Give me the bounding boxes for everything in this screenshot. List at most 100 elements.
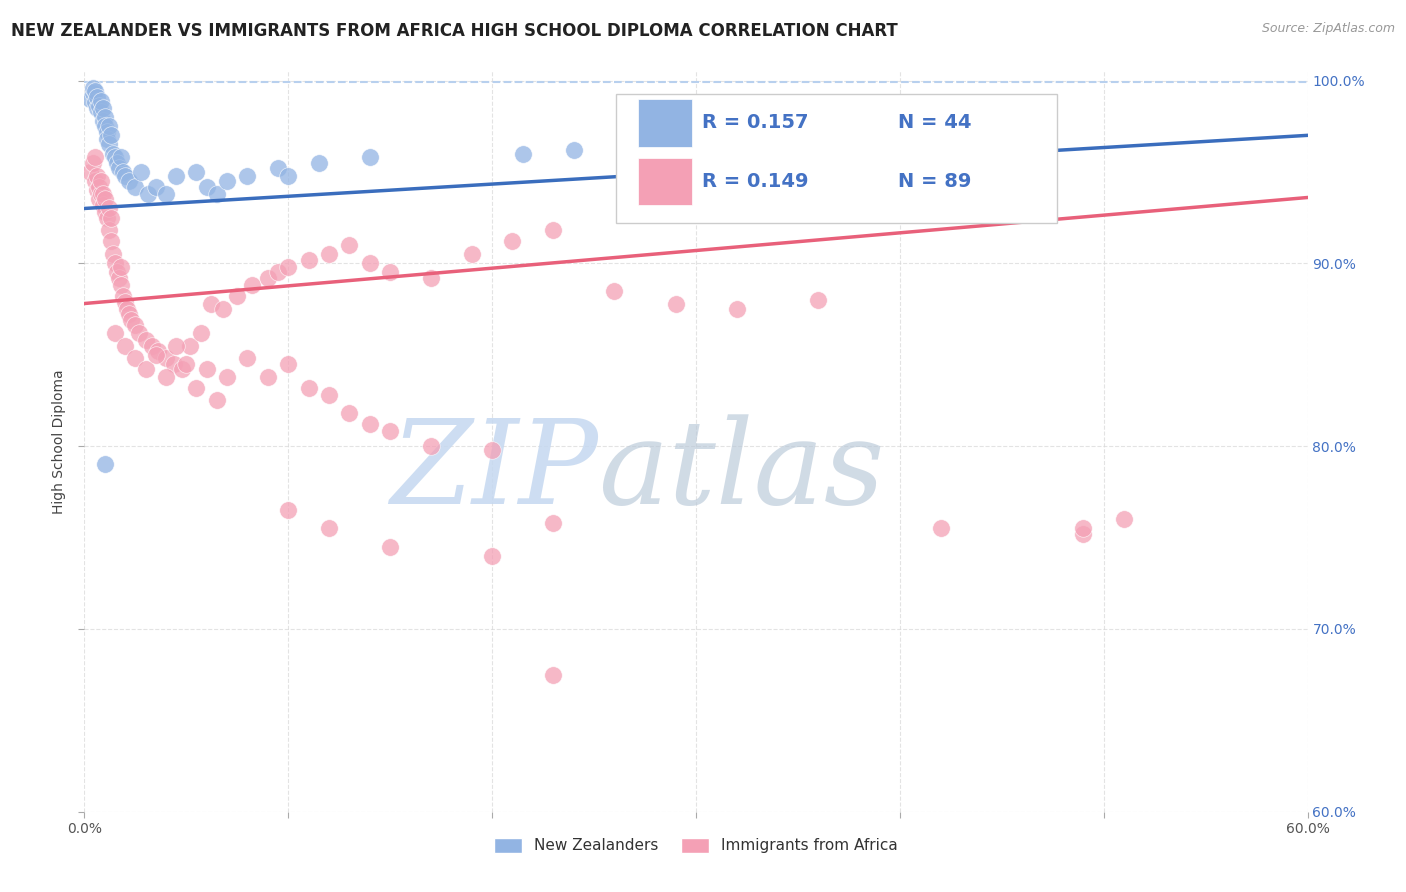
Point — [318, 521, 340, 535]
Point — [79, 92, 101, 106]
Point — [101, 247, 124, 261]
Point — [205, 186, 228, 201]
Text: NEW ZEALANDER VS IMMIGRANTS FROM AFRICA HIGH SCHOOL DIPLOMA CORRELATION CHART: NEW ZEALANDER VS IMMIGRANTS FROM AFRICA … — [11, 22, 898, 40]
Point — [86, 101, 108, 115]
Point — [481, 442, 503, 457]
Point — [93, 192, 115, 206]
Point — [105, 265, 128, 279]
Point — [502, 235, 524, 249]
Point — [380, 540, 402, 554]
Point — [543, 516, 565, 530]
Point — [217, 174, 239, 188]
FancyBboxPatch shape — [616, 94, 1057, 223]
Point — [90, 94, 112, 108]
Point — [420, 271, 443, 285]
Text: atlas: atlas — [598, 414, 884, 529]
Point — [115, 301, 138, 316]
Point — [174, 357, 197, 371]
Point — [1073, 526, 1095, 541]
Point — [195, 179, 218, 194]
Point — [82, 80, 104, 95]
Point — [100, 235, 122, 249]
Point — [277, 169, 299, 183]
Point — [277, 357, 299, 371]
Point — [145, 179, 167, 194]
Point — [83, 95, 105, 110]
Point — [1114, 512, 1136, 526]
Point — [86, 90, 108, 104]
Point — [141, 338, 163, 352]
Point — [100, 211, 122, 225]
Point — [257, 369, 280, 384]
Point — [212, 301, 235, 316]
Point — [87, 192, 110, 206]
Point — [165, 169, 187, 183]
Point — [82, 155, 104, 169]
Point — [91, 113, 114, 128]
Point — [512, 146, 534, 161]
Point — [118, 174, 141, 188]
Point — [90, 186, 112, 201]
Point — [186, 165, 208, 179]
Point — [124, 351, 146, 366]
Point — [165, 338, 187, 352]
Point — [136, 186, 159, 201]
Point — [112, 165, 135, 179]
Point — [190, 326, 212, 340]
Point — [101, 146, 124, 161]
Point — [87, 179, 110, 194]
Point — [112, 289, 135, 303]
Point — [83, 85, 105, 99]
Point — [195, 362, 218, 376]
Text: R = 0.157: R = 0.157 — [702, 113, 808, 132]
Point — [97, 202, 120, 216]
Point — [114, 169, 136, 183]
Point — [359, 150, 381, 164]
Point — [267, 265, 290, 279]
Point — [110, 278, 132, 293]
Point — [543, 223, 565, 237]
Point — [298, 252, 321, 267]
Point — [461, 247, 484, 261]
Point — [135, 362, 157, 376]
Point — [359, 256, 381, 270]
Point — [97, 137, 120, 152]
Point — [155, 351, 177, 366]
Point — [110, 260, 132, 274]
Point — [83, 150, 105, 164]
Point — [105, 155, 128, 169]
Point — [96, 132, 118, 146]
Point — [91, 101, 114, 115]
Point — [359, 417, 381, 432]
Point — [93, 458, 115, 472]
Point — [90, 104, 112, 119]
Point — [318, 388, 340, 402]
Point — [91, 198, 114, 212]
Point — [110, 150, 132, 164]
Point — [267, 161, 290, 176]
Point — [93, 119, 115, 133]
Point — [172, 362, 194, 376]
Point — [186, 381, 208, 395]
Point — [96, 211, 118, 225]
Point — [93, 110, 115, 124]
Point — [128, 326, 150, 340]
Point — [124, 318, 146, 333]
Point — [226, 289, 249, 303]
Point — [339, 238, 361, 252]
Point — [308, 155, 330, 169]
Point — [104, 256, 127, 270]
Point — [155, 369, 177, 384]
Point — [807, 293, 830, 307]
Point — [380, 265, 402, 279]
Text: ZIP: ZIP — [389, 414, 598, 529]
Point — [200, 296, 222, 310]
Point — [380, 425, 402, 439]
Point — [104, 150, 127, 164]
Point — [96, 125, 118, 139]
Point — [83, 174, 105, 188]
Point — [91, 186, 114, 201]
Point — [87, 99, 110, 113]
Point — [114, 294, 136, 309]
Point — [603, 284, 626, 298]
